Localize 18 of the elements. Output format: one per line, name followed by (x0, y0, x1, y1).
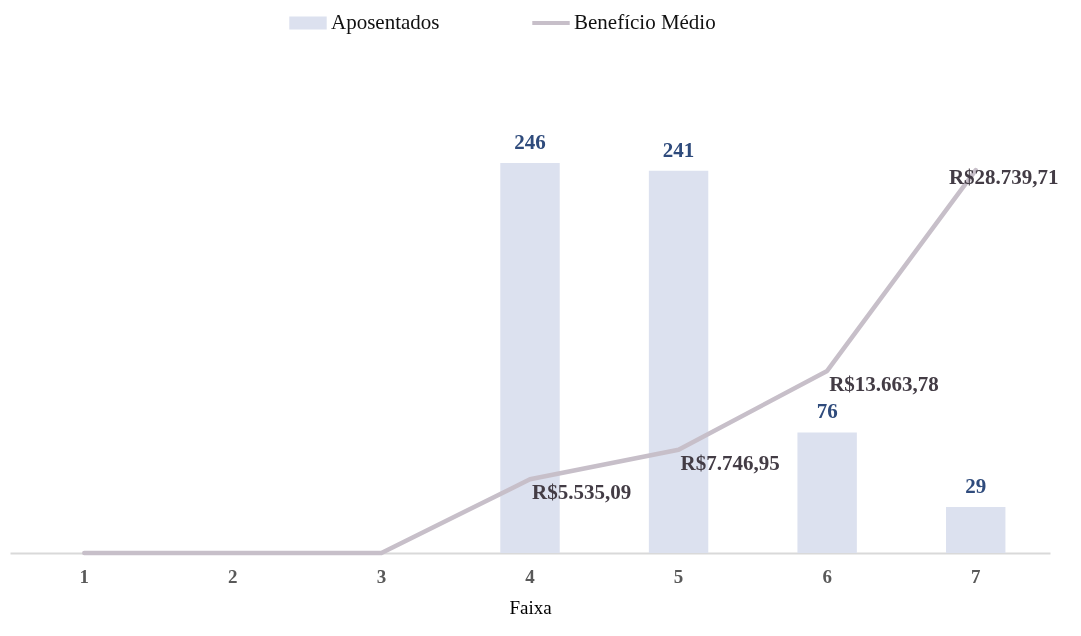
x-tick-label: 7 (970, 565, 981, 587)
data-label: 76 (816, 399, 838, 424)
data-label: 29 (965, 474, 987, 499)
data-label: 246 (514, 129, 546, 154)
x-tick-label: 5 (673, 565, 684, 587)
data-label: R$13.663,78 (829, 371, 939, 396)
x-tick-label: 3 (376, 565, 387, 587)
data-label: R$7.746,95 (680, 450, 780, 475)
x-tick-label: 6 (822, 565, 832, 587)
data-label: R$5.535,09 (532, 480, 632, 505)
x-tick-label: 2 (228, 565, 238, 587)
x-axis-title: Faixa (509, 596, 553, 618)
data-label: R$28.739,71 (948, 165, 1059, 190)
x-tick-label: 1 (79, 565, 90, 587)
x-tick-label: 4 (525, 565, 536, 587)
legend-label: Aposentados (331, 10, 440, 34)
legend-label: Benefício Médio (574, 10, 716, 34)
data-label: 241 (662, 137, 695, 162)
